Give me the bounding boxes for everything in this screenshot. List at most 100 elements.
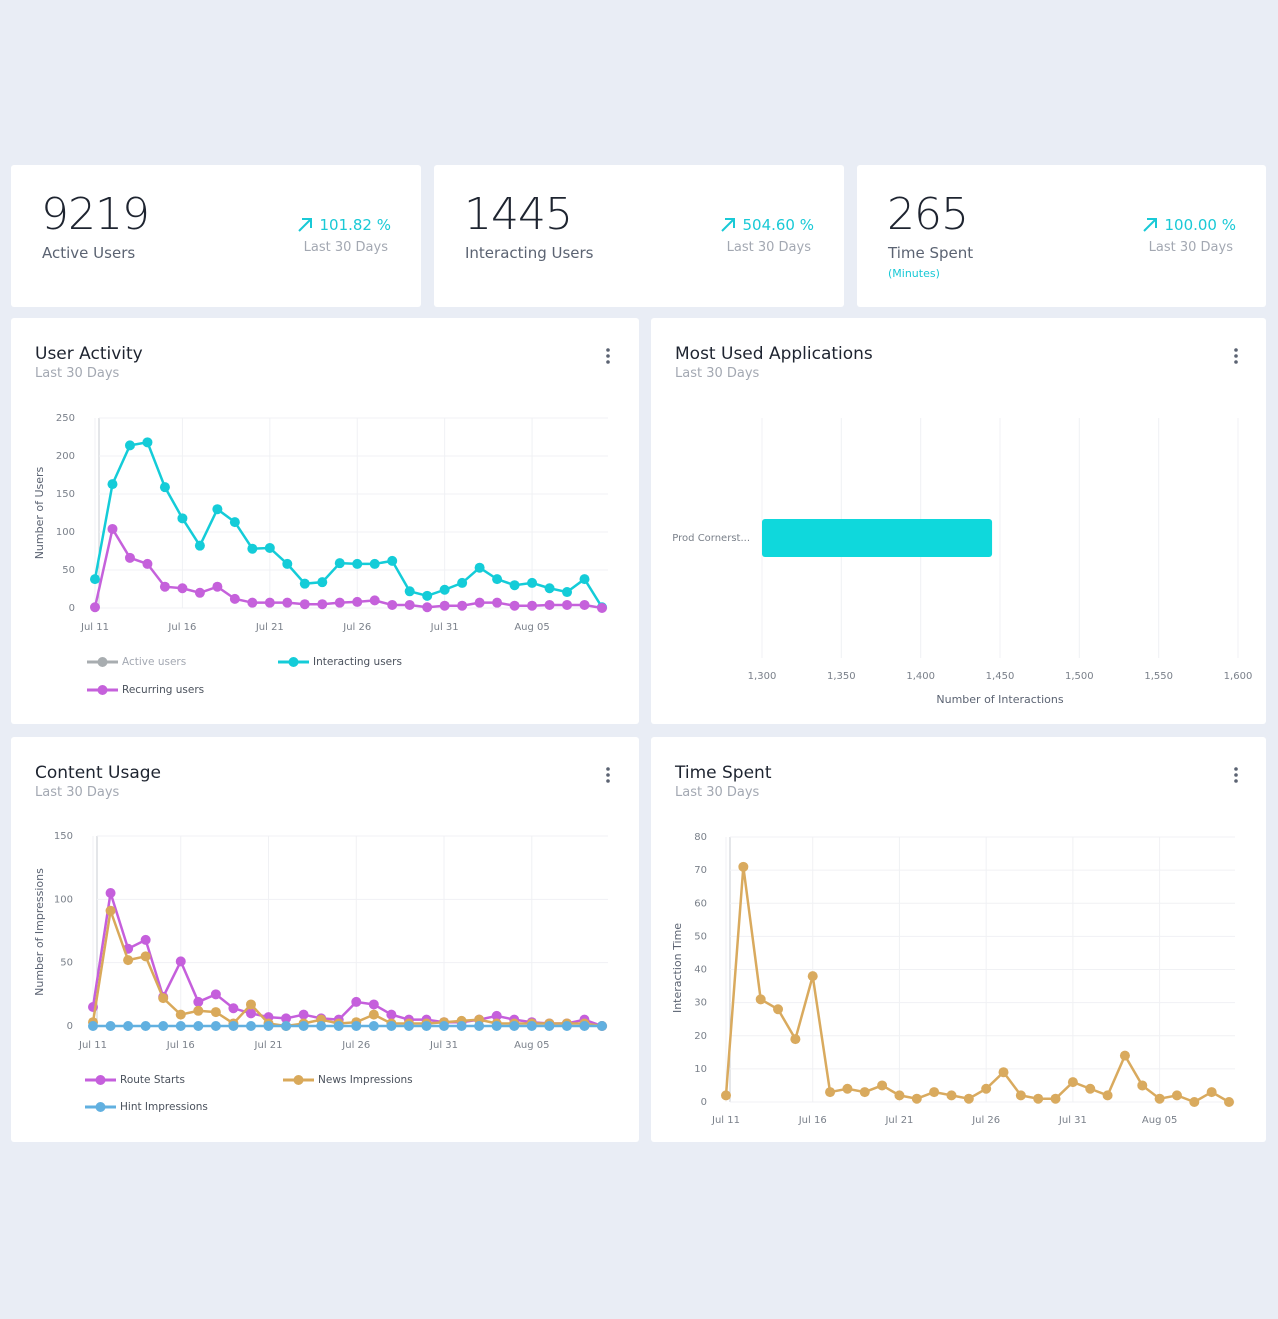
data-point — [229, 517, 240, 528]
data-point — [790, 1034, 801, 1045]
data-point — [88, 1021, 98, 1031]
y-tick-label: 50 — [694, 931, 707, 942]
data-point — [334, 597, 345, 608]
data-point — [1171, 1090, 1182, 1101]
x-tick-label: Jul 16 — [798, 1115, 827, 1126]
y-tick-label: 50 — [60, 958, 73, 969]
data-point — [264, 597, 275, 608]
legend-label: Hint Impressions — [120, 1101, 208, 1113]
legend-swatch — [293, 1075, 304, 1085]
data-point — [194, 587, 205, 598]
y-tick-label: 200 — [56, 451, 75, 462]
data-point — [351, 1021, 362, 1031]
data-point — [175, 1009, 186, 1020]
legend-label: Route Starts — [120, 1074, 185, 1086]
x-tick-label: Jul 21 — [884, 1115, 913, 1126]
data-point — [963, 1093, 974, 1104]
menu-button[interactable] — [604, 347, 612, 365]
data-point — [492, 597, 503, 608]
data-point — [387, 555, 398, 566]
data-point — [228, 1003, 239, 1014]
stat-change: 100.00 % — [1142, 216, 1236, 234]
x-tick-label: 1,550 — [1144, 671, 1173, 682]
data-point — [212, 581, 223, 592]
data-point — [562, 599, 573, 610]
data-point — [317, 599, 328, 610]
data-point — [491, 1021, 502, 1031]
data-point — [316, 1021, 327, 1031]
data-point — [317, 577, 328, 588]
legend-swatch — [95, 1102, 106, 1112]
data-point — [597, 603, 607, 613]
stat-card: 9219 Active Users 101.82 % Last 30 Days — [11, 165, 421, 307]
chart-title: Most Used Applications — [675, 344, 873, 364]
x-tick-label: 1,350 — [827, 671, 856, 682]
data-point — [281, 1013, 292, 1024]
data-point — [369, 595, 380, 606]
data-point — [282, 597, 293, 608]
y-axis-title: Interaction Time — [671, 923, 684, 1013]
chart-title: User Activity — [35, 344, 143, 364]
data-point — [158, 1021, 169, 1031]
data-point — [105, 905, 116, 916]
arrow-icon — [721, 218, 736, 232]
data-point — [509, 600, 520, 611]
data-point — [474, 597, 485, 608]
data-point — [404, 586, 415, 597]
data-point — [90, 602, 100, 613]
data-point — [245, 999, 256, 1010]
data-point — [562, 587, 573, 598]
y-tick-label: 70 — [694, 865, 707, 876]
data-point — [245, 1008, 256, 1019]
menu-button[interactable] — [1232, 347, 1240, 365]
x-axis-title: Number of Interactions — [936, 693, 1063, 706]
chart: 1,300 1,350 1,400 1,450 1,500 1,550 1,600 Prod … — [672, 418, 1252, 706]
data-point — [264, 542, 275, 553]
x-tick-label: Jul 31 — [429, 1040, 458, 1051]
data-point — [825, 1087, 836, 1098]
chart: 0 50 100 150 200 250 Jul 11 Jul 16 Jul 21 Jul 26 J… — [33, 413, 608, 696]
stat-value: 265 — [887, 189, 969, 240]
y-axis-title: Number of Impressions — [33, 868, 46, 996]
legend-label: Recurring users — [122, 684, 204, 696]
data-point — [474, 562, 485, 573]
data-point — [404, 599, 415, 610]
chart: 0 10 20 30 40 50 60 70 80 Jul 11 Jul 16 Jul 21 Jul 2… — [671, 832, 1235, 1126]
data-point — [457, 600, 468, 611]
data-point — [193, 996, 204, 1007]
data-point — [544, 599, 555, 610]
x-tick-label: Aug 05 — [1142, 1115, 1177, 1126]
data-point — [175, 1021, 186, 1031]
data-point — [877, 1080, 888, 1091]
data-point — [738, 861, 749, 872]
data-point — [210, 989, 221, 1000]
data-point — [1015, 1090, 1026, 1101]
x-tick-label: Jul 31 — [1058, 1115, 1087, 1126]
data-point — [194, 540, 205, 551]
data-point — [1224, 1097, 1234, 1107]
data-point — [544, 1021, 555, 1031]
data-point — [105, 1021, 116, 1031]
data-point — [509, 580, 520, 591]
data-point — [368, 1021, 379, 1031]
data-point — [439, 1021, 450, 1031]
legend-label: Interacting users — [313, 656, 402, 668]
data-point — [142, 558, 153, 569]
data-point — [107, 523, 118, 534]
x-tick-label: 1,300 — [748, 671, 777, 682]
data-point — [491, 1010, 502, 1021]
series-line — [91, 910, 603, 1028]
data-point — [403, 1021, 414, 1031]
y-tick-label: 30 — [694, 998, 707, 1009]
data-point — [1050, 1093, 1061, 1104]
stat-period: Last 30 Days — [303, 240, 388, 255]
x-tick-label: 1,400 — [906, 671, 935, 682]
data-point — [492, 574, 503, 585]
data-point — [842, 1083, 853, 1094]
menu-button[interactable] — [604, 766, 612, 784]
data-point — [386, 1009, 397, 1020]
data-point — [1154, 1093, 1165, 1104]
menu-button[interactable] — [1232, 766, 1240, 784]
data-point — [299, 578, 310, 589]
chart-subtitle: Last 30 Days — [675, 366, 760, 381]
